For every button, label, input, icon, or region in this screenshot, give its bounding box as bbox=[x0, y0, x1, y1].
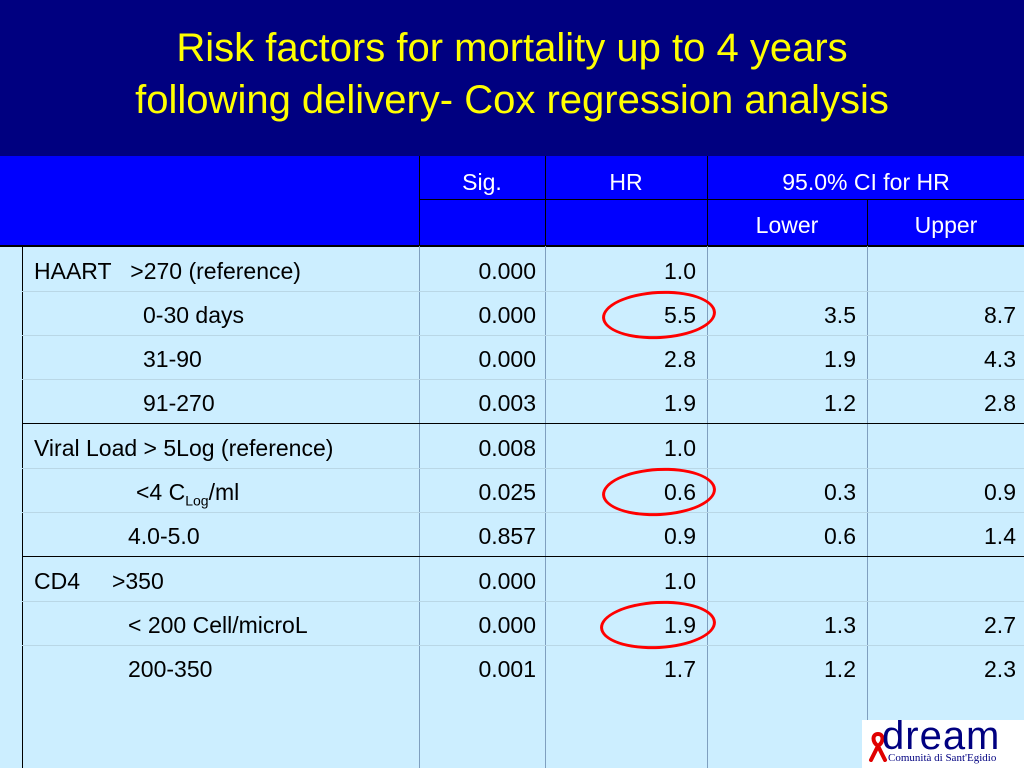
table-cell-hr: 5.5 bbox=[664, 302, 696, 328]
header-ci: 95.0% CI for HR bbox=[782, 169, 950, 195]
table-cell-upper: 2.7 bbox=[984, 612, 1016, 638]
table-cell-upper: 0.9 bbox=[984, 479, 1016, 505]
table-cell-sig: 0.025 bbox=[478, 479, 536, 505]
table-cell-hr: 0.6 bbox=[664, 479, 696, 505]
table-cell-sig: 0.000 bbox=[478, 612, 536, 638]
table-cell-hr: 1.0 bbox=[664, 568, 696, 594]
table-cell-sig: 0.857 bbox=[478, 523, 536, 549]
table-cell-sig: 0.003 bbox=[478, 390, 536, 416]
dream-logo: dream Comunità di Sant'Egidio bbox=[862, 714, 1024, 768]
table-cell-upper: 2.8 bbox=[984, 390, 1016, 416]
table-cell-lower: 1.3 bbox=[824, 612, 856, 638]
title-line-2: following delivery- Cox regression analy… bbox=[135, 78, 889, 122]
table-cell-sig: 0.000 bbox=[478, 258, 536, 284]
header-sig: Sig. bbox=[462, 169, 502, 195]
table-cell-hr: 2.8 bbox=[664, 346, 696, 372]
table-cell-upper: 1.4 bbox=[984, 523, 1016, 549]
table-cell-upper: 4.3 bbox=[984, 346, 1016, 372]
label-pre: <4 C bbox=[136, 479, 186, 505]
table-cell-hr: 1.0 bbox=[664, 258, 696, 284]
label-post: /ml bbox=[208, 479, 240, 505]
table-header bbox=[0, 156, 1024, 246]
table-row-label: CD4 >350 bbox=[34, 568, 164, 594]
table-cell-hr: 1.0 bbox=[664, 435, 696, 461]
table-cell-lower: 0.6 bbox=[824, 523, 856, 549]
table-cell-hr: 1.7 bbox=[664, 656, 696, 682]
label-sub: Log bbox=[185, 492, 209, 509]
header-upper: Upper bbox=[914, 212, 978, 238]
table-cell-lower: 0.3 bbox=[824, 479, 856, 505]
table-cell-lower: 1.2 bbox=[824, 390, 856, 416]
header-lower: Lower bbox=[755, 212, 819, 238]
table-cell-upper: 8.7 bbox=[984, 302, 1016, 328]
table-row-label: < 200 Cell/microL bbox=[128, 612, 308, 638]
logo-subtitle: Comunità di Sant'Egidio bbox=[888, 752, 997, 764]
table-row-label: 200-350 bbox=[128, 656, 213, 682]
table-cell-hr: 1.9 bbox=[664, 612, 696, 638]
table-cell-sig: 0.000 bbox=[478, 302, 536, 328]
table-cell-lower: 1.2 bbox=[824, 656, 856, 682]
table-row-label: 4.0-5.0 bbox=[128, 523, 200, 549]
table-cell-sig: 0.001 bbox=[478, 656, 536, 682]
table-row-label: HAART >270 (reference) bbox=[34, 258, 301, 284]
table-cell-sig: 0.000 bbox=[478, 346, 536, 372]
slide-title: Risk factors for mortality up to 4 years… bbox=[0, 0, 1024, 156]
red-ribbon-icon bbox=[869, 732, 887, 762]
table-body bbox=[0, 246, 1024, 768]
table-cell-lower: 1.9 bbox=[824, 346, 856, 372]
table-row-label: 0-30 days bbox=[143, 302, 245, 328]
table-row-label: 91-270 bbox=[143, 390, 215, 416]
header-hr: HR bbox=[609, 169, 643, 195]
table-cell-lower: 3.5 bbox=[824, 302, 856, 328]
table-cell-hr: 1.9 bbox=[664, 390, 696, 416]
table-cell-upper: 2.3 bbox=[984, 656, 1016, 682]
table-cell-sig: 0.000 bbox=[478, 568, 536, 594]
logo-word: dream bbox=[882, 714, 1001, 758]
title-line-1: Risk factors for mortality up to 4 years bbox=[176, 26, 848, 70]
table-cell-sig: 0.008 bbox=[478, 435, 536, 461]
table-row-label: Viral Load > 5Log (reference) bbox=[34, 435, 334, 461]
table-cell-hr: 0.9 bbox=[664, 523, 696, 549]
table-row-label: 31-90 bbox=[143, 346, 202, 372]
table-row-label: <4 CLog/ml bbox=[136, 479, 239, 509]
